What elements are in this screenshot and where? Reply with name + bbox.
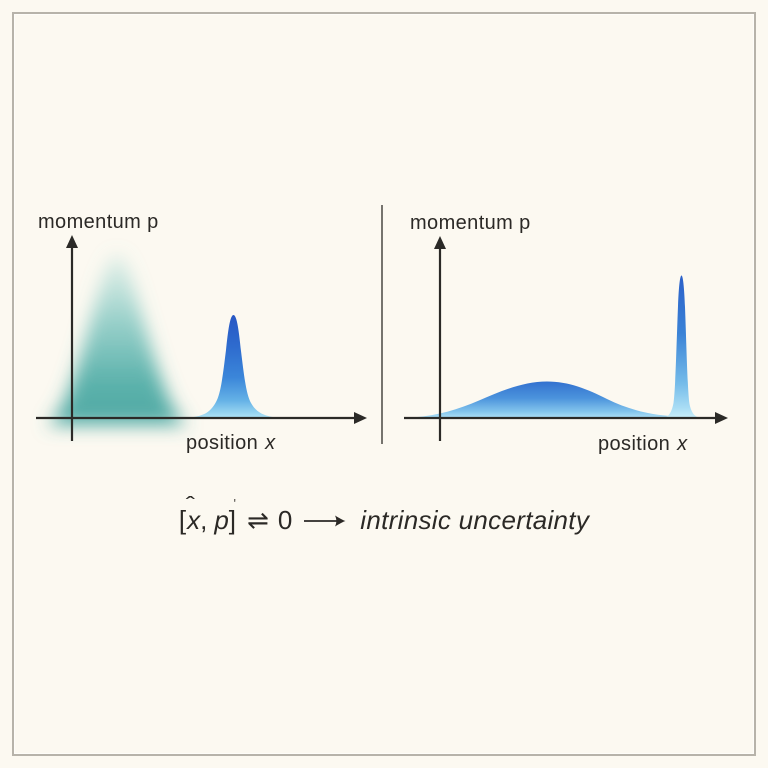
x-operator-symbol: x (187, 505, 201, 535)
implies-arrow-icon (304, 515, 346, 526)
not-equal-harpoon-symbol: ⇌ (247, 505, 269, 536)
left-y-axis-label: momentum p (38, 211, 159, 233)
x-operator: ˆ x (186, 494, 201, 536)
comma: , (200, 505, 208, 535)
close-bracket: ] (228, 505, 237, 535)
narrow-position-spike (663, 275, 701, 418)
broad-position-distribution (405, 381, 700, 418)
right-x-axis-label-text: position (598, 433, 671, 455)
left-x-axis-label-text: position (186, 432, 259, 454)
left-x-axis-variable: x (265, 432, 276, 454)
left-x-axis-arrowhead-icon (354, 412, 367, 424)
right-y-axis-label: momentum p (410, 212, 531, 234)
left-y-axis-arrowhead-icon (66, 235, 78, 248)
p-hat-mark: ' (233, 496, 237, 511)
open-bracket: [ (178, 505, 187, 535)
right-x-axis-variable: x (677, 433, 688, 455)
momentum-cloud-distribution (46, 254, 188, 425)
right-axes (404, 236, 728, 441)
right-x-axis-label: position x (598, 433, 688, 456)
x-hat-accent: ˆ (186, 494, 196, 517)
p-operator-symbol: p (214, 505, 229, 535)
right-x-axis-arrowhead-icon (715, 412, 728, 424)
left-x-axis-label: position x (186, 432, 276, 455)
narrow-position-peak (186, 315, 280, 418)
left-axes (36, 235, 367, 441)
conclusion-text: intrinsic uncertainty (360, 505, 590, 535)
zero-value: 0 (277, 505, 293, 535)
commutator-formula: [ ˆ x , p] ' ⇌ 0 intrinsic uncertainty (0, 494, 768, 536)
p-operator: p] ' (214, 496, 237, 536)
right-y-axis-arrowhead-icon (434, 236, 446, 249)
